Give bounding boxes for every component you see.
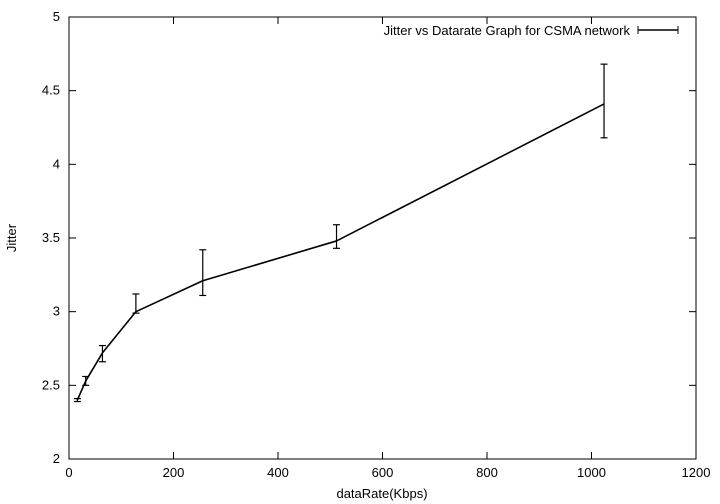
legend-label: Jitter vs Datarate Graph for CSMA networ… <box>384 23 631 38</box>
error-bar-4 <box>199 249 207 297</box>
y-tick-label-4: 4 <box>53 156 60 171</box>
error-bar-6 <box>600 63 608 139</box>
x-axis-title: dataRate(Kbps) <box>336 486 427 501</box>
plot-frame <box>68 16 697 460</box>
x-tick-label-3: 600 <box>372 465 394 480</box>
x-tick-label-1: 200 <box>163 465 185 480</box>
x-tick-label-2: 400 <box>267 465 289 480</box>
y-axis-title: Jitter <box>4 223 19 252</box>
y-tick-label-2: 3 <box>53 304 60 319</box>
error-bar-3 <box>132 293 140 314</box>
y-tick-label-5: 4.5 <box>42 83 60 98</box>
error-bar-5 <box>333 224 341 249</box>
legend: Jitter vs Datarate Graph for CSMA networ… <box>384 23 679 38</box>
x-tick-label-5: 1000 <box>577 465 606 480</box>
y-tick-label-3: 3.5 <box>42 230 60 245</box>
error-bar-1 <box>82 375 90 386</box>
x-tick-label-6: 1200 <box>682 465 711 480</box>
error-bar-2 <box>98 344 106 363</box>
axis-ticks: 0 200 400 600 800 1000 1200 2 2.5 3 3.5 4 4.5 5 <box>42 9 711 480</box>
y-tick-label-0: 2 <box>53 451 60 466</box>
series-layer <box>73 63 608 403</box>
y-tick-label-6: 5 <box>53 9 60 24</box>
x-tick-label-4: 800 <box>476 465 498 480</box>
error-bar-0 <box>73 397 81 403</box>
y-tick-label-1: 2.5 <box>42 377 60 392</box>
series-line-0 <box>76 103 605 401</box>
x-tick-label-0: 0 <box>65 465 72 480</box>
